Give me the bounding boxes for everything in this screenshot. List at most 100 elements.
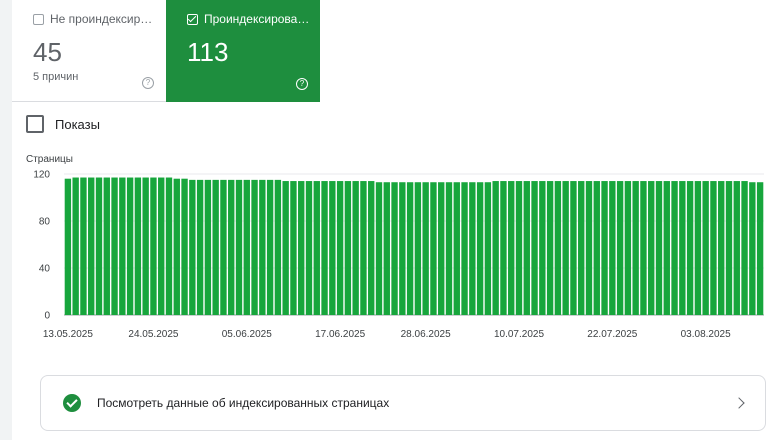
- bar: [414, 182, 422, 315]
- bar: [329, 181, 336, 315]
- impressions-label: Показы: [55, 116, 100, 132]
- bar: [492, 181, 499, 315]
- summary-tiles: Не проиндексир… 45 5 причин ? Проиндекси…: [12, 0, 320, 102]
- impressions-toggle[interactable]: Показы: [26, 115, 100, 133]
- page-indexing-card: Не проиндексир… 45 5 причин ? Проиндекси…: [12, 0, 768, 440]
- y-tick-label: 120: [33, 170, 50, 181]
- bar: [445, 182, 453, 315]
- bar: [749, 182, 756, 315]
- not-indexed-header: Не проиндексир…: [33, 12, 166, 26]
- bar: [570, 181, 577, 315]
- help-icon[interactable]: ?: [296, 78, 308, 90]
- chevron-right-icon[interactable]: [733, 397, 745, 409]
- bar: [274, 179, 282, 315]
- bar: [399, 182, 406, 315]
- not-indexed-label: Не проиндексир…: [50, 12, 153, 26]
- bar: [181, 178, 188, 315]
- x-tick-label: 10.07.2025: [494, 329, 544, 340]
- bar: [336, 181, 344, 315]
- bar: [251, 179, 258, 315]
- bar: [391, 182, 398, 315]
- bar: [282, 181, 289, 315]
- indexed-tile[interactable]: Проиндексирова… 113 ?: [166, 0, 320, 102]
- bar: [694, 181, 702, 315]
- bar: [609, 181, 616, 315]
- bar: [173, 178, 180, 315]
- y-tick-label: 40: [39, 264, 51, 275]
- bar: [593, 181, 600, 315]
- bar: [469, 182, 476, 315]
- y-tick-label: 0: [44, 311, 50, 322]
- x-tick-label: 05.06.2025: [222, 329, 272, 340]
- bar: [383, 182, 390, 315]
- bar: [103, 177, 110, 315]
- x-tick-label: 22.07.2025: [587, 329, 637, 340]
- bar: [228, 179, 235, 315]
- y-axis-label: Страницы: [26, 154, 73, 165]
- indexed-count: 113: [187, 37, 229, 67]
- bar: [305, 181, 313, 315]
- x-tick-label: 28.06.2025: [401, 329, 451, 340]
- indexed-header: Проиндексирова…: [187, 12, 320, 26]
- bar: [64, 178, 72, 315]
- bar: [72, 177, 79, 315]
- bar: [321, 181, 328, 315]
- bar: [702, 181, 709, 315]
- not-indexed-count: 45: [33, 37, 62, 67]
- indexed-label: Проиндексирова…: [204, 12, 310, 26]
- not-indexed-reasons: 5 причин: [33, 71, 79, 83]
- bar: [189, 179, 196, 315]
- bar: [80, 177, 87, 315]
- bar: [741, 181, 748, 315]
- checkbox-icon[interactable]: [33, 13, 44, 25]
- bar: [725, 181, 733, 315]
- bar: [624, 181, 632, 315]
- bar: [111, 177, 118, 315]
- bar: [134, 177, 142, 315]
- bar: [422, 182, 429, 315]
- bar: [368, 181, 375, 315]
- bar: [508, 181, 515, 315]
- bar: [640, 181, 647, 315]
- bar: [648, 181, 655, 315]
- bar: [686, 181, 694, 315]
- bar: [126, 177, 134, 315]
- indexed-pages-chart: Страницы 0 40 80 120 13.05.2025 24.05.2025 05.0…: [26, 154, 764, 340]
- bar: [578, 181, 585, 315]
- checkbox-icon[interactable]: [26, 115, 44, 133]
- bar: [360, 181, 367, 315]
- bar: [655, 181, 663, 315]
- bar: [375, 182, 383, 315]
- check-circle-icon: [63, 394, 81, 412]
- bar: [523, 181, 530, 315]
- x-tick-label: 13.05.2025: [43, 329, 93, 340]
- bar: [95, 177, 103, 315]
- bar: [119, 177, 126, 315]
- bar: [438, 182, 445, 315]
- bar: [461, 182, 468, 315]
- bar: [718, 181, 725, 315]
- bar: [531, 181, 538, 315]
- bar: [313, 181, 320, 315]
- bar: [352, 181, 359, 315]
- bar: [235, 179, 243, 315]
- view-indexed-data-row[interactable]: Посмотреть данные об индексированных стр…: [40, 375, 766, 431]
- bar: [484, 182, 492, 315]
- bar: [476, 182, 484, 315]
- bar: [430, 182, 437, 315]
- bar: [554, 181, 562, 315]
- view-indexed-data-label: Посмотреть данные об индексированных стр…: [97, 396, 390, 410]
- x-tick-label: 17.06.2025: [315, 329, 365, 340]
- checkbox-checked-icon[interactable]: [187, 13, 198, 25]
- not-indexed-tile[interactable]: Не проиндексир… 45 5 причин ?: [12, 0, 166, 102]
- bar: [515, 181, 523, 315]
- bar: [539, 181, 546, 315]
- help-icon[interactable]: ?: [142, 77, 154, 89]
- bar: [632, 181, 639, 315]
- bar: [266, 179, 274, 315]
- bar: [616, 181, 624, 315]
- bar: [196, 179, 204, 315]
- bar: [344, 181, 352, 315]
- bar: [601, 181, 608, 315]
- y-tick-label: 80: [39, 217, 51, 228]
